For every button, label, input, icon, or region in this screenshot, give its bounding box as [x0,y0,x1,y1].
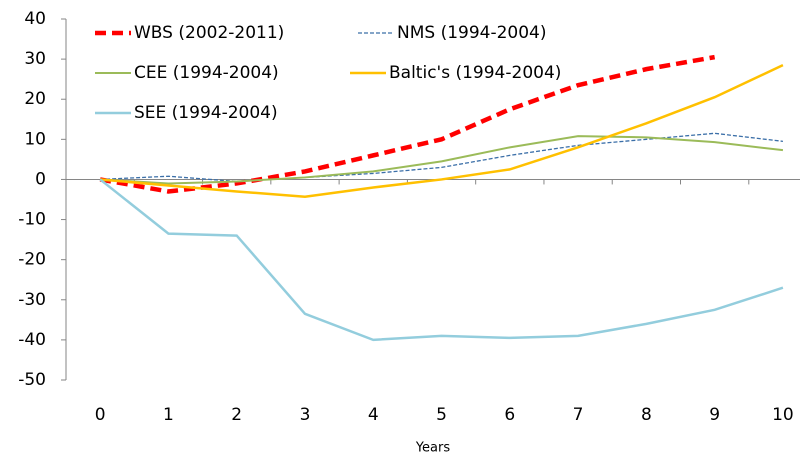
legend-label: NMS (1994-2004) [397,23,547,43]
y-tick-label: -40 [18,330,46,350]
x-tick-label: 6 [504,405,515,425]
x-tick-label: 7 [573,405,584,425]
y-tick-label: 10 [24,129,46,149]
series-line [100,135,784,185]
y-tick-label: 30 [24,49,46,69]
y-tick-label: -10 [18,210,46,230]
series-line [99,178,784,342]
x-tick-label: 10 [772,405,794,425]
y-tick-label: -50 [18,370,46,390]
legend-label: WBS (2002-2011) [134,23,284,43]
series-line [100,63,784,198]
y-tick-label: 0 [35,169,46,189]
y-tick-label: -30 [18,290,46,310]
x-tick-label: 0 [95,405,106,425]
legend-label: CEE (1994-2004) [134,63,279,83]
y-tick-label: 40 [24,9,46,29]
legend-label: SEE (1994-2004) [134,103,278,123]
x-tick-label: 8 [641,405,652,425]
x-tick-label: 1 [163,405,174,425]
legend-label: Baltic's (1994-2004) [389,63,561,83]
series-line [100,132,784,183]
x-tick-label: 3 [300,405,311,425]
x-tick-label: 4 [368,405,379,425]
y-tick-label: 20 [24,89,46,109]
y-tick-label: -20 [18,250,46,270]
x-axis-label: Years [415,441,451,456]
x-tick-label: 5 [436,405,447,425]
x-tick-label: 2 [231,405,242,425]
x-tick-label: 9 [709,405,720,425]
